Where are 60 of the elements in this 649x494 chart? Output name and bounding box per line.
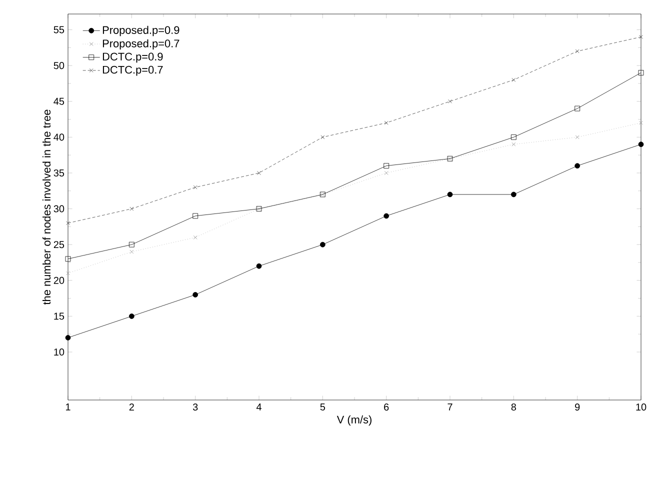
y-tick-label: 25: [54, 241, 64, 248]
point: [320, 242, 326, 248]
point: [65, 335, 71, 340]
y-tick-label: 15: [54, 312, 64, 320]
point: [193, 235, 198, 240]
point: [66, 271, 70, 276]
legend-label: DCTC.p=0.7: [102, 66, 163, 76]
point: [448, 99, 452, 104]
point: [257, 171, 261, 175]
point: [256, 263, 262, 269]
y-tick-label: 45: [54, 98, 64, 105]
y-tick-label: 30: [54, 205, 64, 212]
point: [639, 34, 643, 39]
x-tick-label: 5: [320, 404, 326, 410]
y-axis-title: the number of nodes involved in the tree: [42, 110, 51, 305]
point: [512, 142, 516, 146]
y-tick-label: 40: [54, 134, 64, 141]
point: [320, 135, 325, 140]
x-tick-label: 3: [192, 404, 198, 411]
point: [639, 120, 643, 125]
point: [574, 106, 580, 112]
point: [384, 163, 390, 169]
point: [128, 242, 134, 248]
x-tick-label: 9: [575, 404, 580, 411]
point: [638, 142, 644, 148]
point: [384, 120, 388, 125]
legend-label: Proposed.p=0.7: [102, 39, 180, 50]
point: [638, 70, 644, 76]
point: [510, 192, 516, 198]
legend-label: Proposed.p=0.9: [102, 26, 180, 36]
point: [130, 250, 134, 254]
x-axis-title: V (m/s): [336, 415, 372, 426]
x-tick-label: 10: [636, 404, 646, 411]
x-tick-label: 6: [384, 404, 389, 411]
point: [384, 171, 388, 175]
y-tick-label: 20: [54, 276, 64, 284]
y-tick-label: 35: [54, 169, 64, 177]
point: [510, 134, 516, 140]
x-tick-label: 4: [256, 404, 262, 410]
point: [128, 314, 134, 319]
x-tick-label: 8: [511, 404, 516, 411]
x-tick-label: 1: [66, 404, 70, 410]
y-tick-label: 55: [54, 26, 64, 34]
point: [193, 185, 198, 190]
point: [575, 49, 580, 54]
point: [575, 135, 580, 140]
point: [447, 192, 453, 198]
x-tick-label: 7: [448, 404, 452, 410]
point: [384, 213, 390, 219]
y-tick-label: 50: [54, 62, 64, 70]
point: [65, 256, 71, 262]
point: [574, 163, 580, 169]
point: [66, 221, 70, 226]
x-tick-label: 2: [129, 404, 134, 410]
point: [512, 78, 516, 82]
point: [192, 213, 198, 219]
point: [130, 206, 134, 211]
point: [192, 292, 198, 298]
legend-label: DCTC.p=0.9: [102, 52, 163, 63]
y-tick-label: 10: [54, 348, 64, 356]
